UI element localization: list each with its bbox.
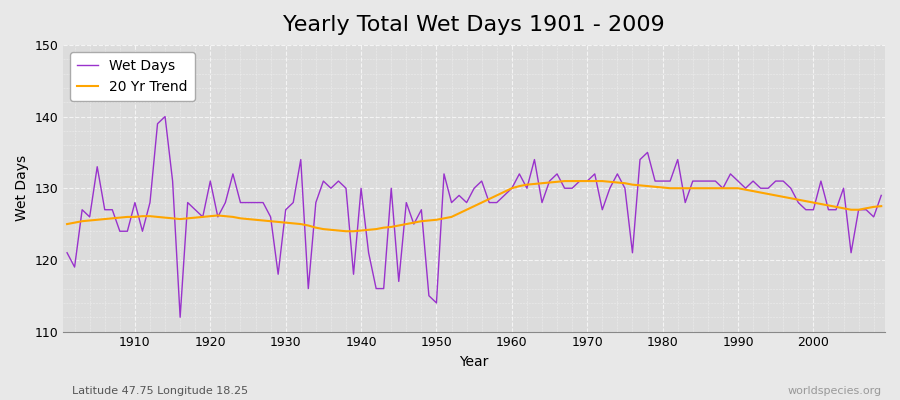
Wet Days <box>876 193 886 198</box>
Wet Days <box>612 172 623 176</box>
20 Yr Trend <box>559 179 570 184</box>
20 Yr Trend <box>514 184 525 188</box>
20 Yr Trend <box>507 186 517 191</box>
20 Yr Trend <box>122 214 133 219</box>
Y-axis label: Wet Days: Wet Days <box>15 155 29 221</box>
Wet Days <box>175 315 185 320</box>
Text: worldspecies.org: worldspecies.org <box>788 386 882 396</box>
20 Yr Trend <box>333 228 344 233</box>
Legend: Wet Days, 20 Yr Trend: Wet Days, 20 Yr Trend <box>70 52 194 101</box>
Line: 20 Yr Trend: 20 Yr Trend <box>68 181 881 231</box>
Wet Days <box>159 114 170 119</box>
Wet Days <box>514 172 525 176</box>
20 Yr Trend <box>876 204 886 208</box>
Text: Latitude 47.75 Longitude 18.25: Latitude 47.75 Longitude 18.25 <box>72 386 248 396</box>
Wet Days <box>521 186 532 191</box>
20 Yr Trend <box>340 229 351 234</box>
20 Yr Trend <box>612 180 623 185</box>
20 Yr Trend <box>62 222 73 226</box>
Wet Days <box>303 286 314 291</box>
Line: Wet Days: Wet Days <box>68 116 881 317</box>
Wet Days <box>348 272 359 277</box>
Wet Days <box>122 229 133 234</box>
20 Yr Trend <box>288 221 299 226</box>
Title: Yearly Total Wet Days 1901 - 2009: Yearly Total Wet Days 1901 - 2009 <box>284 15 665 35</box>
Wet Days <box>62 250 73 255</box>
X-axis label: Year: Year <box>460 355 489 369</box>
